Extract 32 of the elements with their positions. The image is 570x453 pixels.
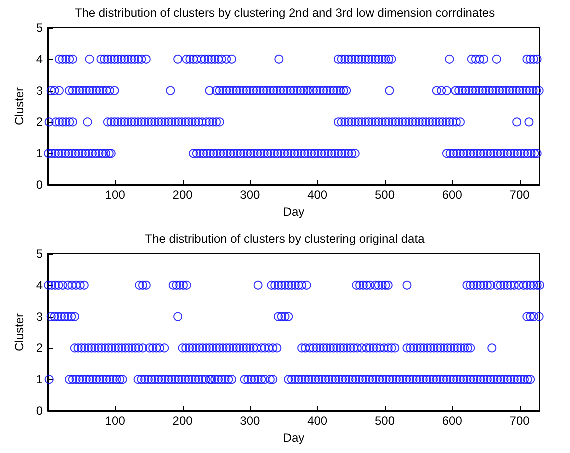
y-tick-label: 5 — [36, 21, 44, 35]
y-axis-title: Cluster — [12, 313, 26, 352]
chart-title: The distribution of clusters by clustering 2nd and 3rd low dimension corrdinates — [74, 6, 496, 20]
x-tick-label: 500 — [374, 414, 396, 428]
x-tick-label: 700 — [510, 414, 530, 428]
x-tick-label: 300 — [240, 414, 261, 428]
y-tick-label: 0 — [36, 404, 44, 418]
chart-title: The distribution of clusters by clustering original data — [145, 232, 426, 246]
y-tick-label: 1 — [36, 146, 44, 161]
y-tick-label: 3 — [36, 310, 44, 324]
x-tick-label: 700 — [510, 188, 530, 202]
x-tick-label: 600 — [442, 188, 463, 202]
x-tick-label: 300 — [240, 188, 261, 202]
x-tick-label: 200 — [172, 414, 194, 428]
y-tick-label: 1 — [36, 372, 44, 387]
x-tick-label: 100 — [105, 414, 126, 428]
x-tick-label: 500 — [374, 188, 396, 202]
y-axis-title: Cluster — [12, 87, 26, 126]
y-tick-label: 4 — [36, 278, 44, 292]
x-axis-title: Day — [283, 430, 305, 445]
x-tick-label: 600 — [442, 414, 463, 428]
y-tick-label: 3 — [36, 84, 44, 98]
y-tick-label: 2 — [36, 341, 44, 356]
x-tick-label: 400 — [308, 414, 328, 428]
y-tick-label: 5 — [36, 247, 44, 261]
y-tick-label: 0 — [36, 178, 44, 192]
x-tick-label: 200 — [172, 188, 194, 202]
x-tick-label: 400 — [308, 188, 328, 202]
x-axis-title: Day — [283, 204, 305, 219]
x-tick-label: 100 — [105, 188, 126, 202]
y-tick-label: 4 — [36, 52, 44, 66]
y-tick-label: 2 — [36, 115, 44, 130]
